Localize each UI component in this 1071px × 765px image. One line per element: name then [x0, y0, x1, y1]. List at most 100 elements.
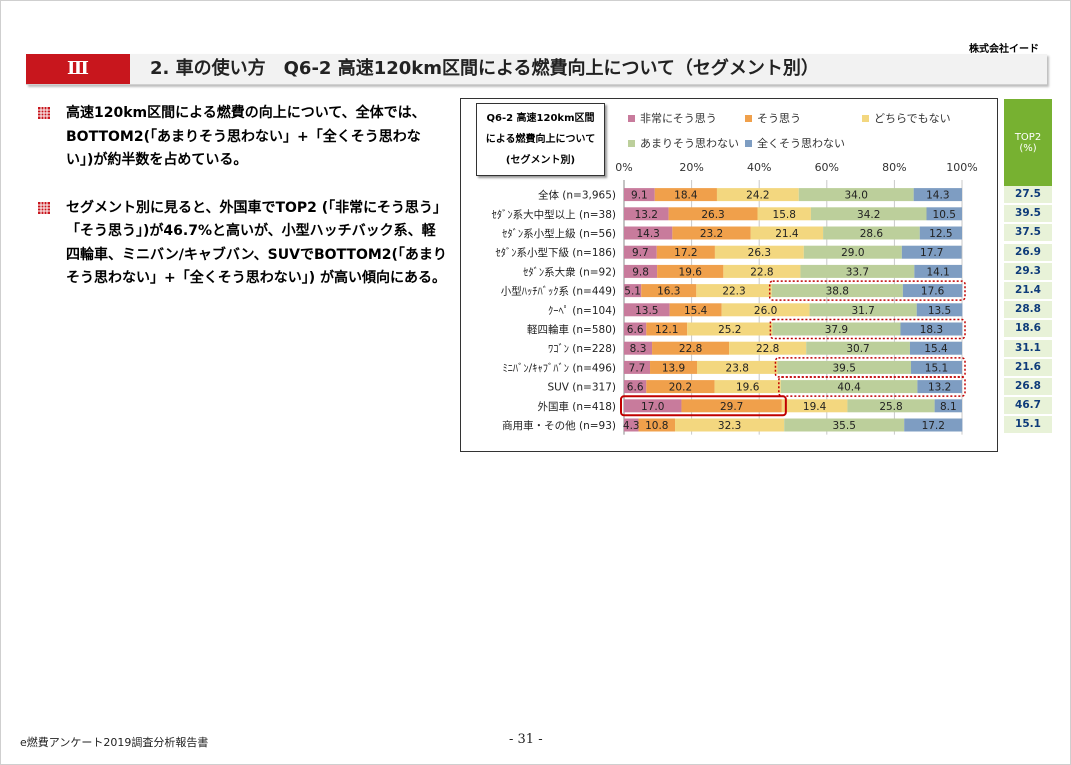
- bar-segment: [781, 399, 848, 413]
- bar-segment: [926, 207, 962, 221]
- bar-segment: [919, 226, 962, 240]
- bar-segment: [780, 380, 918, 394]
- bar-segment: [809, 303, 917, 317]
- bar-segment: [806, 341, 910, 355]
- bar-segment: [913, 188, 962, 202]
- data-label: 5.1: [624, 286, 641, 298]
- data-label: 40.4: [837, 382, 861, 394]
- bar-segment: [650, 360, 698, 374]
- stacked-bar-chart: 0% 20% 40% 60% 80% 100% 全体 (n=3,965) 9.1 18.4 24.…: [492, 161, 978, 435]
- bar-segment: [847, 399, 935, 413]
- bar-segment: [777, 360, 911, 374]
- legend-label: 非常にそう思う: [640, 112, 717, 125]
- bar-segment: [624, 341, 653, 355]
- bar-segment: [901, 245, 962, 259]
- data-label: 14.1: [926, 266, 949, 278]
- data-label: 19.6: [679, 266, 703, 278]
- category-label: ﾜｺﾞﾝ (n=228): [548, 343, 616, 355]
- data-label: 13.2: [928, 382, 951, 394]
- top2-header: TOP2 (%): [1004, 99, 1052, 186]
- legend-item: そう思う: [745, 110, 801, 126]
- question-line: (セグメント別): [505, 155, 576, 166]
- data-label: 22.3: [722, 286, 745, 298]
- bar-segment: [654, 188, 717, 202]
- bar-segment: [716, 188, 799, 202]
- data-label: 6.6: [627, 382, 644, 394]
- data-label: 34.2: [857, 209, 880, 221]
- data-label: 17.2: [674, 247, 697, 259]
- top2-value: 29.3: [1004, 262, 1052, 280]
- bar-segment: [646, 322, 688, 336]
- data-label: 31.7: [851, 305, 874, 317]
- legend-swatch: [745, 114, 752, 122]
- bar-segment: [675, 418, 785, 432]
- bar-segment: [750, 226, 824, 240]
- bar-segment: [771, 284, 903, 298]
- category-label: 商用車・その他 (n=93): [502, 419, 616, 432]
- data-label: 32.3: [718, 420, 741, 432]
- data-label: 4.3: [623, 420, 640, 432]
- data-label: 26.3: [748, 247, 771, 259]
- data-label: 25.2: [718, 324, 741, 336]
- legend-label: 全くそう思わない: [757, 137, 845, 150]
- category-label: ｸｰﾍﾟ (n=104): [548, 305, 616, 317]
- data-label: 10.8: [645, 420, 668, 432]
- bar-segment: [652, 341, 730, 355]
- bar-segment: [784, 418, 905, 432]
- data-label: 9.1: [631, 190, 648, 202]
- bullet-list: 高速120km区間による燃費の向上について、全体では、BOTTOM2(「あまりそ…: [38, 102, 448, 315]
- bar-segment: [668, 207, 758, 221]
- bar-segment: [714, 245, 804, 259]
- page-title: 2. 車の使い方 Q6-2 高速120km区間による燃費向上について（セグメント…: [150, 58, 819, 79]
- data-label: 14.3: [636, 228, 659, 240]
- category-label: ｾﾀﾞﾝ系大中型以上 (n=38): [492, 208, 616, 221]
- legend-item: どちらでもない: [862, 110, 951, 126]
- bar-segment: [772, 322, 901, 336]
- section-number: Ⅲ: [26, 54, 130, 84]
- bar-segment: [934, 399, 962, 413]
- data-label: 13.9: [662, 362, 685, 374]
- top2-value: 26.8: [1004, 378, 1052, 395]
- data-label: 12.1: [655, 324, 678, 336]
- title-bar: [26, 54, 1047, 85]
- data-label: 15.4: [924, 343, 948, 355]
- top2-value: 31.1: [1004, 339, 1052, 357]
- data-label: 6.6: [627, 324, 644, 336]
- bar-segment: [624, 418, 639, 432]
- data-label: 39.5: [833, 362, 856, 374]
- question-box: Q6-2 高速120km区間 による燃費向上について (セグメント別): [476, 103, 605, 176]
- bar-segment: [909, 341, 962, 355]
- data-label: 17.2: [922, 420, 945, 432]
- data-label: 26.3: [701, 209, 724, 221]
- data-label: 23.2: [700, 228, 723, 240]
- bullet-marker-icon: [38, 107, 50, 119]
- category-label: SUV (n=317): [547, 382, 616, 394]
- bar-segment: [916, 303, 963, 317]
- category-label: ｾﾀﾞﾝ系小型上級 (n=56): [502, 227, 616, 240]
- data-label: 15.1: [925, 362, 948, 374]
- bar-segment: [697, 360, 778, 374]
- bar-segment: [810, 207, 927, 221]
- bar-segment: [624, 380, 647, 394]
- category-label: 全体 (n=3,965): [538, 189, 616, 202]
- bar-segment: [624, 245, 657, 259]
- bar-segment: [800, 264, 915, 278]
- data-label: 8.1: [940, 401, 957, 413]
- x-tick-label: 60%: [815, 161, 839, 174]
- top2-value: 39.5: [1004, 205, 1052, 223]
- top2-value: 27.5: [1004, 186, 1052, 203]
- bar-segment: [641, 284, 697, 298]
- data-label: 7.7: [629, 362, 646, 374]
- report-name: e燃費アンケート2019調査分析報告書: [20, 736, 209, 749]
- legend-item: あまりそう思わない: [628, 135, 739, 151]
- data-label: 19.4: [803, 401, 827, 413]
- data-label: 26.0: [754, 305, 777, 317]
- category-label: 軽四輪車 (n=580): [527, 323, 616, 336]
- data-label: 15.8: [773, 209, 796, 221]
- data-label: 30.7: [846, 343, 869, 355]
- bar-segment: [910, 360, 962, 374]
- category-label: 外国車 (n=418): [537, 400, 616, 413]
- legend-label: どちらでもない: [874, 112, 951, 125]
- bar-segment: [917, 380, 962, 394]
- category-label: ｾﾀﾞﾝ系大衆 (n=92): [523, 265, 616, 278]
